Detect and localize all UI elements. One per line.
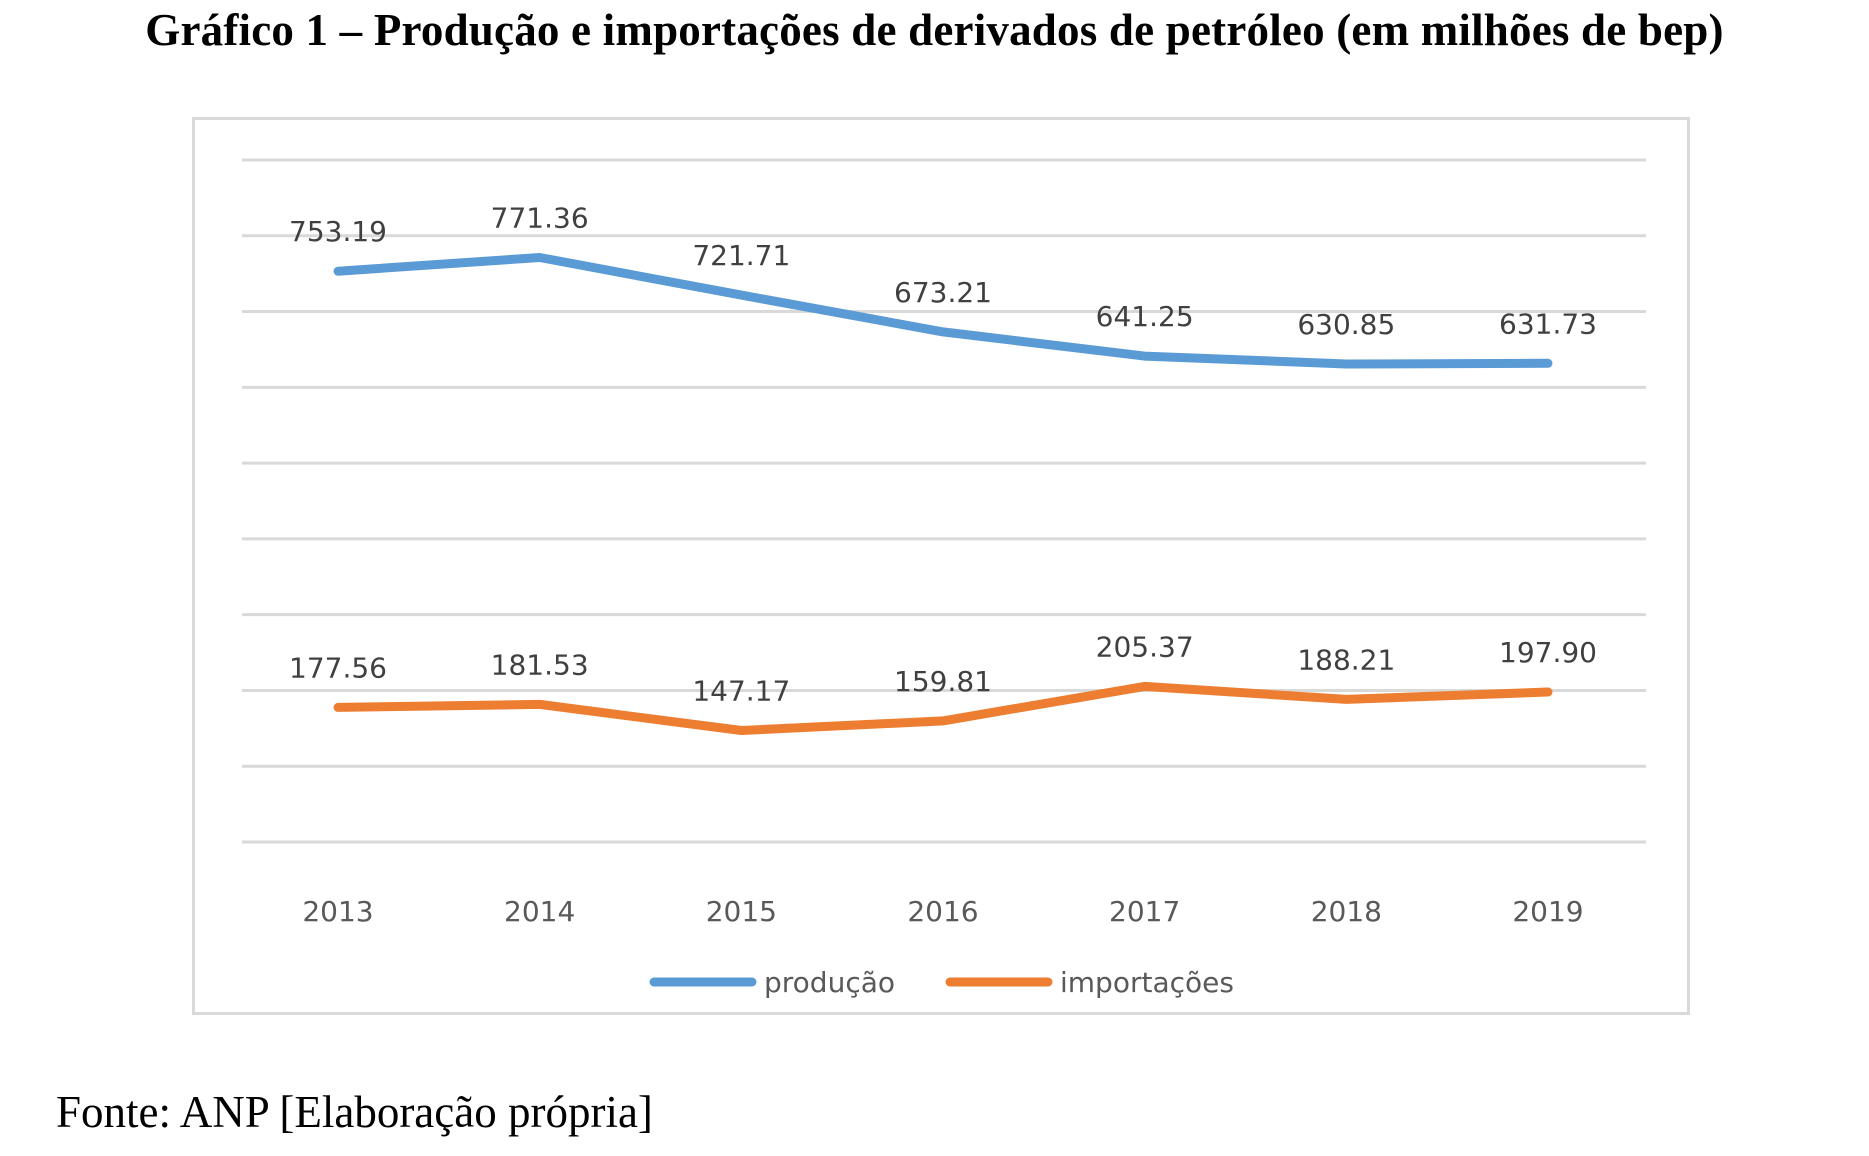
data-label: 177.56 <box>289 651 387 684</box>
data-label: 181.53 <box>491 648 589 681</box>
data-label: 630.85 <box>1297 308 1395 341</box>
legend-item-producao: produção <box>649 966 895 999</box>
data-label: 188.21 <box>1297 643 1395 676</box>
data-label: 673.21 <box>894 276 992 309</box>
x-tick-label: 2017 <box>1109 895 1180 928</box>
source-note: Fonte: ANP [Elaboração própria] <box>56 1087 653 1137</box>
x-tick-label: 2015 <box>706 895 777 928</box>
x-tick-label: 2018 <box>1311 895 1382 928</box>
x-tick-label: 2014 <box>504 895 575 928</box>
data-label: 753.19 <box>289 215 387 248</box>
legend: produção importações <box>649 966 1234 999</box>
legend-item-importacoes: importações <box>945 966 1234 999</box>
data-labels: 753.19 771.36 721.71 673.21 641.25 630.85 631.… <box>289 201 1597 707</box>
data-label: 631.73 <box>1499 307 1597 340</box>
data-label: 205.37 <box>1096 630 1194 663</box>
legend-label: produção <box>764 966 895 999</box>
data-label: 159.81 <box>894 665 992 698</box>
gridlines <box>242 158 1646 844</box>
x-axis-labels: 2013 2014 2015 2016 2017 2018 2019 <box>302 895 1583 928</box>
data-label: 771.36 <box>491 201 589 234</box>
chart-title: Gráfico 1 – Produção e importações de de… <box>145 5 1724 55</box>
data-label: 641.25 <box>1096 300 1194 333</box>
data-label: 721.71 <box>692 239 790 272</box>
series-lines <box>333 253 1553 735</box>
data-label: 147.17 <box>692 674 790 707</box>
data-label: 197.90 <box>1499 636 1597 669</box>
legend-label: importações <box>1060 966 1234 999</box>
x-tick-label: 2019 <box>1512 895 1583 928</box>
x-tick-label: 2013 <box>302 895 373 928</box>
x-tick-label: 2016 <box>907 895 978 928</box>
